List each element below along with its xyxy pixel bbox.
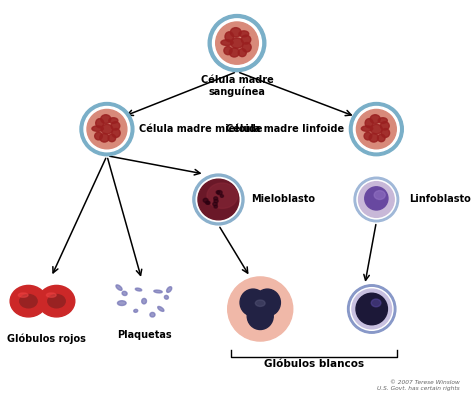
Ellipse shape <box>352 289 392 329</box>
Ellipse shape <box>365 187 388 210</box>
Ellipse shape <box>255 300 265 306</box>
Ellipse shape <box>142 298 146 304</box>
Circle shape <box>207 201 210 204</box>
Text: Glóbulos blancos: Glóbulos blancos <box>264 359 364 369</box>
Ellipse shape <box>221 40 233 45</box>
Ellipse shape <box>208 14 266 72</box>
Ellipse shape <box>224 46 232 55</box>
Ellipse shape <box>371 299 381 307</box>
Circle shape <box>203 198 208 202</box>
Ellipse shape <box>231 38 243 48</box>
Ellipse shape <box>240 289 266 316</box>
Ellipse shape <box>378 118 387 123</box>
Ellipse shape <box>198 179 239 220</box>
Ellipse shape <box>109 118 118 123</box>
Ellipse shape <box>356 109 396 149</box>
Ellipse shape <box>111 122 120 130</box>
Ellipse shape <box>108 134 116 142</box>
Ellipse shape <box>358 182 394 217</box>
Ellipse shape <box>230 28 241 37</box>
Ellipse shape <box>229 48 239 57</box>
Ellipse shape <box>167 287 172 292</box>
Ellipse shape <box>242 43 251 52</box>
Ellipse shape <box>381 122 389 130</box>
Ellipse shape <box>356 293 387 325</box>
Ellipse shape <box>216 22 258 64</box>
Ellipse shape <box>347 285 396 333</box>
Ellipse shape <box>158 306 164 311</box>
Text: © 2007 Terese Winslow
U.S. Govt. has certain rights: © 2007 Terese Winslow U.S. Govt. has cer… <box>377 380 460 391</box>
Ellipse shape <box>80 103 134 156</box>
Ellipse shape <box>154 290 162 293</box>
Ellipse shape <box>381 128 390 137</box>
Ellipse shape <box>350 288 393 330</box>
Ellipse shape <box>134 309 138 312</box>
Ellipse shape <box>225 32 234 41</box>
Text: Glóbulos rojos: Glóbulos rojos <box>7 333 86 344</box>
Circle shape <box>216 191 220 194</box>
Ellipse shape <box>364 132 372 140</box>
Ellipse shape <box>377 134 385 142</box>
Text: Plaquetas: Plaquetas <box>117 330 172 340</box>
Ellipse shape <box>48 294 65 308</box>
Ellipse shape <box>118 301 126 306</box>
Ellipse shape <box>46 293 56 297</box>
Ellipse shape <box>365 119 373 128</box>
Ellipse shape <box>361 126 373 131</box>
Ellipse shape <box>95 132 102 140</box>
Ellipse shape <box>100 115 111 123</box>
Ellipse shape <box>96 119 104 128</box>
Text: Mieloblasto: Mieloblasto <box>251 194 315 205</box>
Ellipse shape <box>349 103 403 156</box>
Ellipse shape <box>150 312 155 317</box>
Ellipse shape <box>207 183 237 208</box>
Text: Linfoblasto: Linfoblasto <box>409 194 471 205</box>
Ellipse shape <box>193 174 244 225</box>
Ellipse shape <box>116 285 122 290</box>
Ellipse shape <box>238 49 246 57</box>
Ellipse shape <box>370 115 380 123</box>
Ellipse shape <box>112 128 120 137</box>
Ellipse shape <box>369 134 378 142</box>
Ellipse shape <box>247 302 273 330</box>
Ellipse shape <box>122 291 127 296</box>
Ellipse shape <box>87 109 127 149</box>
Ellipse shape <box>10 285 47 317</box>
Ellipse shape <box>135 288 142 291</box>
Circle shape <box>214 197 218 200</box>
Ellipse shape <box>18 293 28 297</box>
Ellipse shape <box>38 285 75 317</box>
Ellipse shape <box>212 19 262 67</box>
Ellipse shape <box>228 277 293 341</box>
Ellipse shape <box>374 191 385 200</box>
Text: Célula madre mieloide: Célula madre mieloide <box>139 124 263 134</box>
Circle shape <box>206 201 209 204</box>
Ellipse shape <box>92 126 103 131</box>
Ellipse shape <box>357 180 396 219</box>
Ellipse shape <box>164 295 168 299</box>
Circle shape <box>217 191 222 195</box>
Circle shape <box>214 199 218 203</box>
Ellipse shape <box>196 178 241 221</box>
Ellipse shape <box>101 124 113 134</box>
Ellipse shape <box>84 107 130 152</box>
Ellipse shape <box>241 35 251 44</box>
Circle shape <box>220 195 223 198</box>
Ellipse shape <box>20 294 37 308</box>
Circle shape <box>213 202 217 206</box>
Ellipse shape <box>370 124 383 134</box>
Ellipse shape <box>354 107 399 152</box>
Text: Célula madre
sanguínea: Célula madre sanguínea <box>201 75 273 97</box>
Ellipse shape <box>354 177 399 222</box>
Text: Célula madre linfoide: Célula madre linfoide <box>226 124 344 134</box>
Ellipse shape <box>255 289 281 316</box>
Ellipse shape <box>239 31 249 37</box>
Circle shape <box>214 205 218 208</box>
Ellipse shape <box>100 134 109 142</box>
